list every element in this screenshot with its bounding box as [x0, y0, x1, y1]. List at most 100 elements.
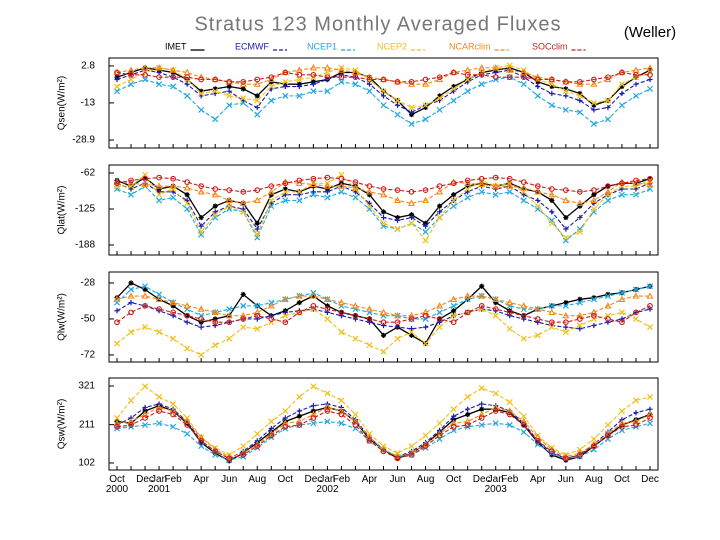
data-point	[156, 393, 163, 400]
data-point	[379, 190, 388, 198]
data-point	[408, 189, 415, 195]
data-point	[450, 180, 457, 187]
series-line	[116, 177, 651, 193]
data-point	[170, 309, 176, 316]
data-point	[309, 292, 317, 299]
data-point	[492, 420, 499, 427]
data-point	[184, 345, 191, 352]
data-point	[352, 422, 359, 428]
data-point	[337, 182, 345, 189]
data-point	[492, 191, 499, 198]
data-point	[365, 305, 374, 312]
data-point	[563, 324, 569, 330]
x-tick-label: Oct	[446, 474, 462, 485]
data-point	[534, 305, 542, 312]
data-point	[212, 186, 219, 192]
data-point	[184, 92, 191, 99]
data-point	[212, 316, 218, 322]
data-point	[380, 88, 387, 95]
data-point	[282, 423, 289, 430]
x-tick-label: Apr	[193, 474, 209, 485]
data-point	[170, 335, 177, 342]
data-point	[464, 194, 471, 201]
data-point	[464, 292, 472, 299]
data-point	[170, 74, 176, 81]
data-point	[282, 83, 288, 90]
data-point	[534, 203, 541, 210]
data-point	[296, 413, 302, 419]
y-tick-label: -13	[81, 98, 96, 109]
data-point	[422, 432, 429, 439]
data-point	[479, 283, 485, 289]
data-point	[618, 419, 626, 426]
data-point	[520, 302, 528, 309]
data-point	[128, 71, 134, 78]
data-point	[577, 97, 583, 104]
data-point	[436, 316, 443, 322]
data-point	[296, 300, 302, 306]
data-point	[324, 418, 331, 425]
data-point	[618, 309, 625, 316]
data-point	[338, 78, 345, 85]
data-point	[324, 390, 331, 397]
data-point	[338, 175, 345, 182]
data-point	[296, 92, 303, 99]
data-point	[324, 88, 331, 95]
data-point	[309, 410, 317, 418]
data-point	[365, 188, 374, 195]
data-point	[156, 306, 162, 312]
y-tick-label: 102	[78, 458, 95, 469]
data-point	[492, 306, 499, 312]
data-point	[422, 76, 429, 83]
data-point	[365, 433, 374, 440]
x-tick-label: Feb	[333, 474, 351, 485]
data-point	[478, 303, 485, 309]
data-point	[324, 408, 331, 414]
data-point	[267, 188, 275, 195]
data-point	[240, 95, 247, 102]
data-point	[240, 99, 247, 106]
data-point	[520, 197, 527, 204]
data-point	[268, 316, 275, 322]
data-point	[408, 443, 415, 450]
data-point	[465, 189, 471, 195]
data-point	[408, 78, 415, 85]
data-point	[197, 188, 205, 195]
data-point	[450, 302, 457, 309]
data-point	[436, 420, 443, 427]
data-point	[436, 183, 443, 189]
data-point	[436, 214, 443, 221]
data-point	[226, 455, 233, 462]
data-point	[226, 335, 233, 342]
data-point	[394, 97, 401, 104]
data-point	[324, 74, 331, 81]
data-point	[632, 397, 639, 404]
data-point	[380, 319, 387, 326]
data-point	[254, 312, 261, 319]
data-point	[212, 211, 219, 218]
data-point	[450, 312, 457, 319]
data-point	[394, 214, 401, 221]
data-point	[506, 66, 514, 73]
data-point	[577, 326, 583, 332]
data-point	[253, 196, 261, 204]
data-point	[408, 120, 415, 127]
data-point	[198, 319, 204, 325]
data-point	[408, 220, 415, 227]
data-point	[156, 197, 163, 204]
data-point	[128, 76, 135, 83]
data-point	[128, 286, 135, 293]
data-point	[128, 397, 135, 404]
data-point	[605, 183, 611, 189]
data-point	[142, 283, 149, 290]
data-point	[114, 319, 120, 326]
data-point	[632, 315, 639, 322]
data-point	[282, 319, 289, 326]
data-point	[591, 76, 597, 83]
data-point	[254, 93, 260, 99]
data-point	[211, 190, 219, 198]
data-point	[114, 76, 120, 83]
data-point	[240, 443, 247, 450]
data-point	[408, 199, 416, 206]
data-point	[156, 81, 163, 88]
